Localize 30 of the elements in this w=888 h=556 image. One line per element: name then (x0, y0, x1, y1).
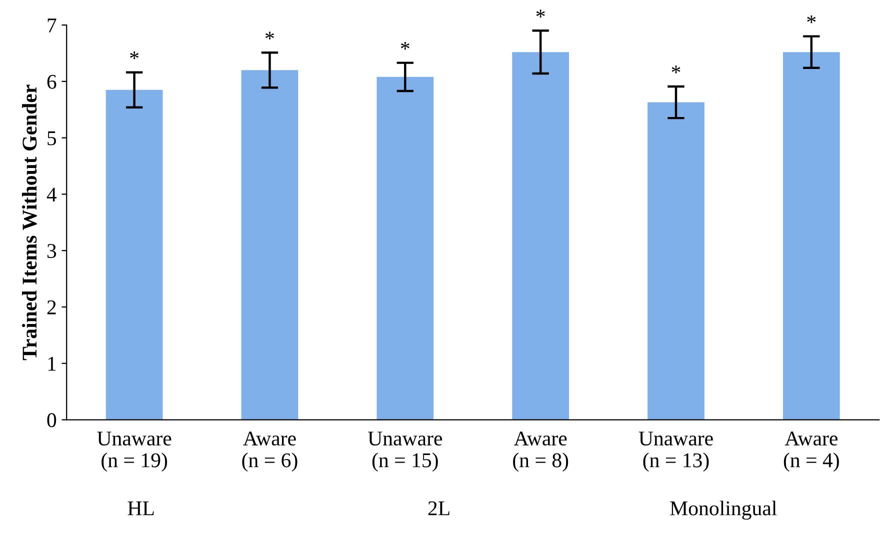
y-tick-label: 2 (47, 300, 56, 314)
annotation: * (266, 32, 274, 40)
y-tick-label: 0 (47, 413, 56, 428)
x-tick-label: Unaware (n = 19) (97, 432, 172, 472)
annotation: * (672, 66, 680, 74)
annotation: * (400, 42, 410, 50)
bar (782, 52, 840, 420)
text: Monolingual (670, 500, 777, 520)
y-tick-label: 7 (48, 18, 56, 32)
x-tick-label: Aware (n = 6) (242, 432, 298, 472)
x-tick-label: Aware (n = 4) (784, 432, 839, 472)
text: 2L (428, 501, 450, 516)
annotation: * (536, 10, 545, 18)
y-tick-label: 3 (47, 244, 56, 258)
text: HL (128, 502, 154, 516)
y-tick-label: 4 (46, 188, 57, 202)
x-tick-label: Unaware (n = 15) (368, 432, 442, 472)
y-tick-label: 1 (48, 356, 56, 371)
y-axis-title: Trained Items Without Gender (22, 84, 37, 360)
y-tick-label: 5 (48, 131, 56, 146)
annotation: * (130, 52, 139, 60)
y-tick-label: 6 (47, 74, 56, 89)
x-tick-label: Aware (n = 8) (513, 432, 568, 472)
bar (648, 102, 704, 420)
bar (512, 52, 570, 420)
bar (241, 70, 298, 420)
bar (106, 90, 163, 420)
bar (376, 76, 434, 420)
x-tick-label: Unaware (n = 13) (638, 432, 713, 472)
annotation: * (807, 15, 816, 24)
